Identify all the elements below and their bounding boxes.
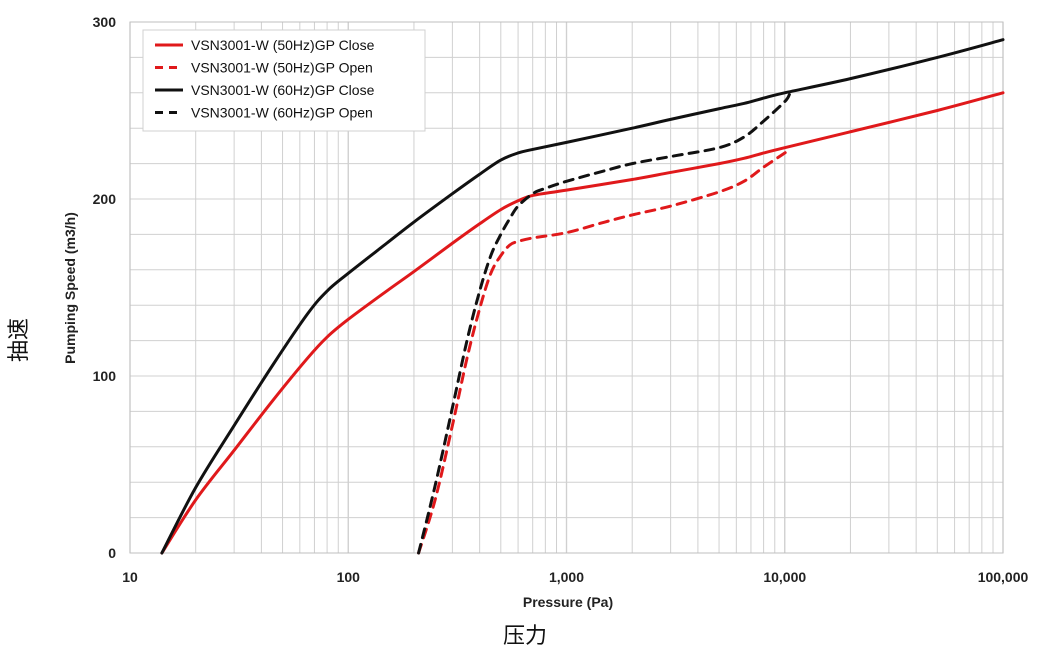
legend-label: VSN3001-W (50Hz)GP Close <box>191 37 375 53</box>
x-axis-title: Pressure (Pa) <box>523 594 613 610</box>
legend-label: VSN3001-W (60Hz)GP Open <box>191 105 373 121</box>
y-axis-title: Pumping Speed (m3/h) <box>62 212 78 364</box>
x-tick-label: 10 <box>122 569 138 585</box>
legend-box <box>142 29 426 132</box>
legend-label: VSN3001-W (50Hz)GP Open <box>191 60 373 76</box>
y-tick-label: 100 <box>93 368 117 384</box>
y-tick-label: 0 <box>108 545 116 561</box>
legend: VSN3001-W (50Hz)GP Close VSN3001-W (50Hz)… <box>142 29 426 132</box>
y-axis-title-cn: 抽速 <box>7 318 32 362</box>
series-line-3 <box>160 38 1005 555</box>
series-layer <box>160 38 1005 555</box>
x-axis-title-cn: 压力 <box>503 624 547 649</box>
x-tick-label: 10,000 <box>763 569 806 585</box>
x-tick-labels: 10 100 1,000 10,000 100,000 <box>122 569 1028 585</box>
series-line-2 <box>417 147 791 555</box>
x-tick-label: 1,000 <box>549 569 584 585</box>
series-line-1 <box>160 91 1005 555</box>
x-tick-label: 100,000 <box>978 569 1029 585</box>
plot-area <box>129 21 1004 554</box>
x-tick-label: 100 <box>337 569 361 585</box>
y-tick-labels: 0 100 200 300 <box>93 14 117 561</box>
y-tick-label: 300 <box>93 14 117 30</box>
y-tick-label: 200 <box>93 191 117 207</box>
legend-label: VSN3001-W (60Hz)GP Close <box>191 82 375 98</box>
series-line-4 <box>417 93 791 555</box>
